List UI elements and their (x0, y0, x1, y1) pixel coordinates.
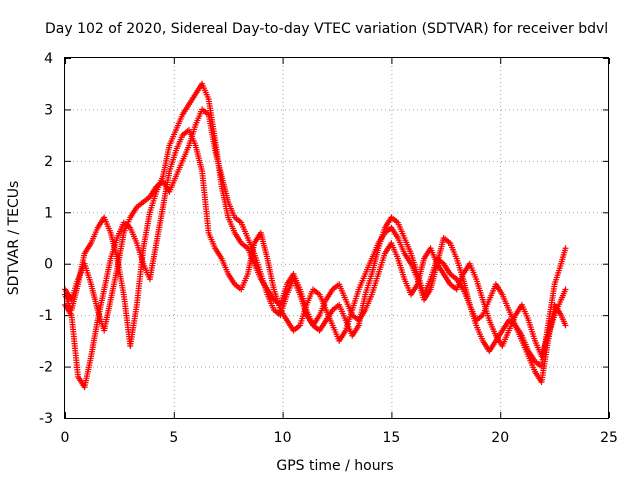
y-tick-label: 1 (44, 205, 53, 221)
x-tick-label: 25 (600, 430, 618, 446)
data-point (562, 322, 569, 329)
x-tick-labels: 0 5 10 15 20 25 (61, 430, 618, 446)
series-track-3 (62, 127, 569, 391)
y-tick-label: -2 (39, 360, 53, 376)
y-tick-label: 2 (44, 154, 53, 170)
x-tick-label: 5 (169, 430, 178, 446)
y-axis-label: SDTVAR / TECUs (6, 181, 22, 296)
grid (65, 58, 609, 418)
plot-frame (64, 57, 609, 419)
x-tick-label: 0 (61, 430, 70, 446)
y-tick-labels: -3 -2 -1 0 1 2 3 4 (39, 51, 53, 427)
data-point (562, 245, 569, 252)
y-tick-label: -3 (39, 411, 53, 427)
x-tick-label: 15 (382, 430, 400, 446)
y-tick-label: -1 (39, 308, 53, 324)
series-track-2 (62, 106, 569, 360)
x-tick-label: 20 (491, 430, 509, 446)
y-tick-label: 4 (44, 51, 53, 67)
y-tick-label: 0 (44, 257, 53, 273)
x-tick-label: 10 (274, 430, 292, 446)
data-point (562, 286, 569, 293)
y-tick-label: 3 (44, 102, 53, 118)
series-track-1 (62, 80, 569, 370)
chart-title: Day 102 of 2020, Sidereal Day-to-day VTE… (45, 21, 608, 37)
x-axis-label: GPS time / hours (276, 458, 393, 474)
data-points (62, 80, 569, 391)
